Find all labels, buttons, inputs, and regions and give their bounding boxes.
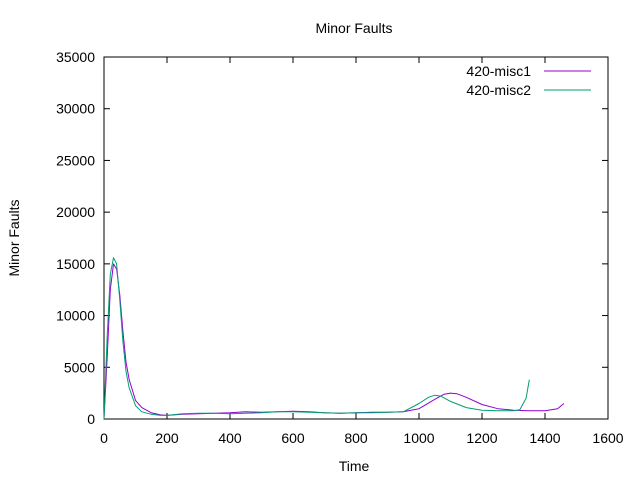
series-lines [103,257,565,420]
x-tick-label: 1400 [529,430,560,446]
x-tick-label: 600 [281,430,305,446]
x-tick-label: 800 [344,430,368,446]
series-line-420-misc2 [103,257,530,420]
x-axis-label: Time [339,458,370,474]
axis-ticks: 0 200 400 600 800 1000 1200 1400 1600 0 5000 10000 1… [56,49,624,446]
x-tick-label: 1600 [592,430,623,446]
legend-label: 420-misc1 [466,63,531,79]
y-tick-label: 25000 [56,152,95,168]
x-tick-label: 1200 [466,430,497,446]
y-tick-label: 0 [87,411,95,427]
x-tick-label: 200 [155,430,179,446]
y-axis-label: Minor Faults [6,199,22,276]
y-tick-label: 35000 [56,49,95,65]
y-tick-label: 20000 [56,204,95,220]
legend-label: 420-misc2 [466,82,531,98]
x-tick-label: 400 [218,430,242,446]
y-tick-label: 5000 [64,359,95,375]
chart-title: Minor Faults [315,20,392,36]
x-tick-label: 0 [100,430,108,446]
series-line-420-misc1 [103,263,565,420]
legend: 420-misc1 420-misc2 [466,63,591,98]
y-tick-label: 10000 [56,308,95,324]
plot-frame [103,56,609,420]
y-tick-label: 15000 [56,256,95,272]
x-tick-label: 1000 [403,430,434,446]
y-tick-label: 30000 [56,101,95,117]
